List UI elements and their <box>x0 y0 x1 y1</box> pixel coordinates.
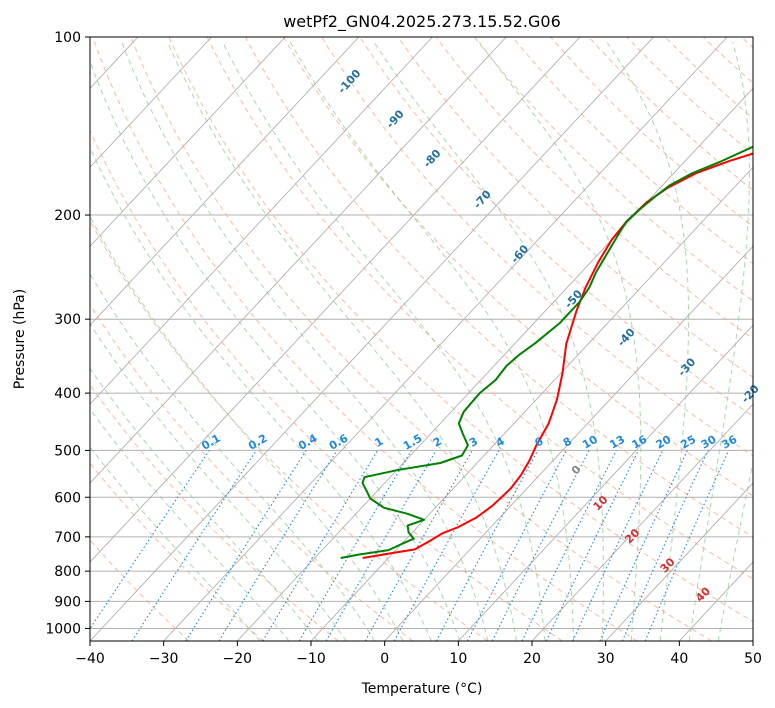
background-lines <box>90 37 753 641</box>
moist-adiabat-line <box>90 446 261 641</box>
dry-adiabat-line <box>168 37 753 623</box>
x-tick-label: 0 <box>380 651 389 667</box>
mixing-ratio-line <box>185 450 307 641</box>
moist-adiabat-line <box>90 146 432 641</box>
mixing-ratio-line <box>131 450 257 641</box>
x-tick-label: −20 <box>223 651 253 667</box>
y-axis-label: Pressure (hPa) <box>12 289 28 389</box>
mixing-ratio-line <box>364 450 473 641</box>
x-tick-label: −40 <box>75 651 105 667</box>
mixing-ratio-line <box>521 450 617 641</box>
moist-adiabat-line <box>90 408 290 641</box>
x-tick-label: 30 <box>597 651 615 667</box>
mixing-ratio-line <box>325 450 437 641</box>
x-tick-label: 50 <box>744 651 762 667</box>
y-tick-label: 100 <box>54 30 81 46</box>
mixing-ratio-line <box>644 450 730 641</box>
x-axis-ticks: −40 −30 −20 −10 0 10 20 30 40 50 <box>75 641 762 667</box>
moist-adiabat-line <box>606 41 689 641</box>
y-tick-label: 700 <box>54 530 81 546</box>
isotherm-line <box>90 37 433 405</box>
isotherm-line <box>90 37 286 247</box>
chart-title: wetPf2_GN04.2025.273.15.52.G06 <box>283 12 561 32</box>
mixing-ratio-line <box>572 450 664 641</box>
temperature-profile-line <box>362 152 753 559</box>
y-tick-label: 500 <box>54 443 81 459</box>
dry-adiabat-line <box>90 462 264 641</box>
dry-adiabat-line <box>90 303 414 641</box>
moist-adiabat-line <box>688 41 750 641</box>
dry-adiabat-line <box>90 129 563 641</box>
dewpoint-profile-line <box>340 145 753 559</box>
isotherm-line <box>531 403 753 641</box>
dry-adiabat-line <box>244 37 753 538</box>
dry-adiabat-line <box>321 37 753 457</box>
isotherm-line <box>237 87 753 641</box>
isotherm-line <box>90 37 654 641</box>
mixing-ratio-line <box>599 450 688 641</box>
y-tick-label: 400 <box>54 386 81 402</box>
x-axis-label: Temperature (°C) <box>361 681 483 697</box>
profile-lines <box>340 145 753 559</box>
y-tick-label: 200 <box>54 208 81 224</box>
y-tick-label: 800 <box>54 564 81 580</box>
moist-adiabat-line <box>717 460 753 641</box>
x-tick-label: 40 <box>670 651 688 667</box>
moist-adiabat-line <box>222 41 546 641</box>
moist-adiabat-line <box>90 322 347 641</box>
mixing-ratio-line <box>218 450 338 641</box>
dry-adiabat-line <box>359 37 753 417</box>
mixing-ratio-line <box>298 450 412 641</box>
mixing-ratio-line <box>621 450 709 641</box>
moist-adiabat-line <box>289 41 575 641</box>
y-tick-label: 600 <box>54 490 81 506</box>
isotherm-line <box>458 324 753 641</box>
moist-adiabat-line <box>373 41 604 641</box>
mixing-ratio-line <box>393 450 500 641</box>
x-tick-label: 20 <box>523 651 541 667</box>
x-tick-label: 10 <box>449 651 467 667</box>
plot-frame <box>89 36 754 642</box>
isotherm-line <box>90 37 581 563</box>
y-tick-label: 300 <box>54 312 81 328</box>
x-tick-label: −30 <box>149 651 179 667</box>
moist-adiabat-line <box>90 215 404 641</box>
isotherm-line <box>605 482 753 641</box>
y-tick-label: 900 <box>54 594 81 610</box>
dry-adiabat-line <box>130 37 712 641</box>
moist-adiabat-line <box>90 60 461 641</box>
isotherm-line <box>90 37 360 326</box>
dry-adiabat-line <box>626 37 753 155</box>
moist-adiabat-line <box>478 41 642 641</box>
moist-adiabat-line <box>167 41 517 641</box>
y-axis-ticks: 100 200 300 400 500 600 700 800 900 1000 <box>45 30 90 637</box>
mixing-ratio-line <box>545 450 639 641</box>
x-tick-label: −10 <box>296 651 326 667</box>
mixing-ratio-line <box>262 450 379 641</box>
isotherm-line <box>90 37 212 168</box>
isotherm-line <box>163 37 728 641</box>
isotherm-line <box>90 37 507 484</box>
isotherm-line <box>384 245 753 641</box>
y-tick-label: 1000 <box>45 621 81 637</box>
dry-adiabat-line <box>397 37 753 378</box>
